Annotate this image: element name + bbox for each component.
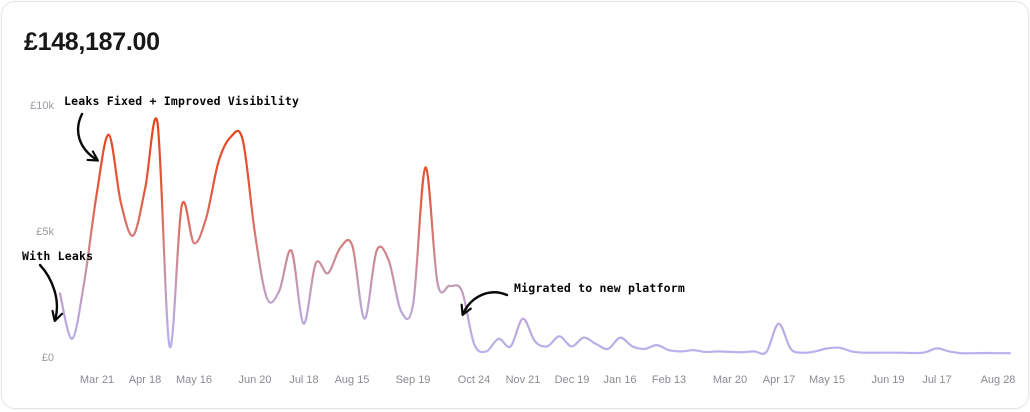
y-axis-label-0: £0 xyxy=(41,352,54,364)
y-axis-label-10k: £10k xyxy=(30,100,54,112)
annotation-arrow-migrated xyxy=(460,291,509,317)
x-axis-label: Jan 16 xyxy=(603,374,637,386)
annotation-arrow-with-leaks xyxy=(38,263,64,323)
revenue-line-series xyxy=(58,117,1012,355)
x-axis-label: Apr 17 xyxy=(762,374,796,386)
x-axis-label: Mar 21 xyxy=(79,374,115,386)
x-axis-label: Apr 18 xyxy=(128,374,162,386)
x-axis-label: Dec 19 xyxy=(554,374,590,386)
x-axis-label: Oct 24 xyxy=(457,374,491,386)
x-axis-label: May 15 xyxy=(808,374,846,386)
x-axis-label: Sep 19 xyxy=(395,374,431,386)
annotation-with-leaks: With Leaks xyxy=(22,249,94,263)
x-axis-label: Feb 13 xyxy=(651,374,687,386)
x-axis-label: May 16 xyxy=(175,374,213,386)
x-axis-label: Aug 15 xyxy=(334,374,370,386)
annotation-migrated: Migrated to new platform xyxy=(514,281,685,295)
x-axis-label: Nov 21 xyxy=(505,374,541,386)
x-axis-label: Mar 20 xyxy=(712,374,748,386)
x-axis-label: Jun 19 xyxy=(871,374,905,386)
y-axis-label-5k: £5k xyxy=(36,226,54,238)
x-axis-label: Jul 18 xyxy=(289,374,319,386)
x-axis-label: Aug 28 xyxy=(980,374,1016,386)
x-axis-label: Jul 17 xyxy=(922,374,952,386)
x-axis-label: Jun 20 xyxy=(238,374,272,386)
annotation-leaks-fixed: Leaks Fixed + Improved Visibility xyxy=(64,94,300,108)
annotation-arrow-leaks-fixed xyxy=(77,112,99,162)
total-revenue: £148,187.00 xyxy=(24,28,160,56)
